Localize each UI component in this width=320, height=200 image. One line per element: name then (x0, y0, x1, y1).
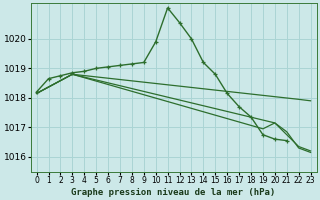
X-axis label: Graphe pression niveau de la mer (hPa): Graphe pression niveau de la mer (hPa) (71, 188, 276, 197)
